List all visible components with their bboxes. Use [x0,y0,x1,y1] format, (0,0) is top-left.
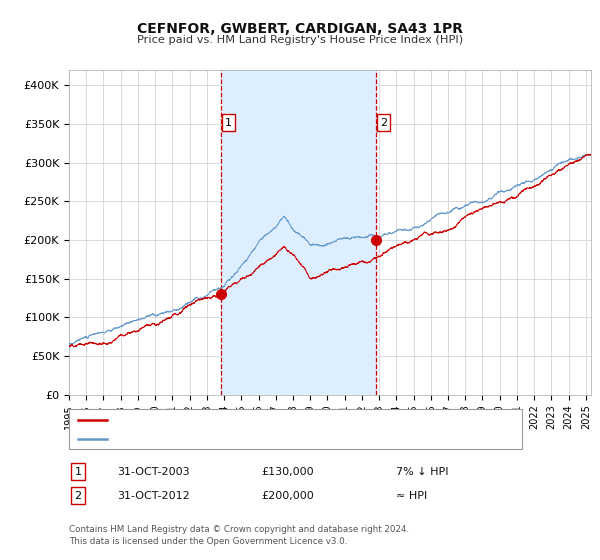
Text: HPI: Average price, detached house, Ceredigion: HPI: Average price, detached house, Cere… [113,434,362,444]
Text: CEFNFOR, GWBERT, CARDIGAN, SA43 1PR: CEFNFOR, GWBERT, CARDIGAN, SA43 1PR [137,22,463,36]
Text: 1: 1 [74,466,82,477]
Text: CEFNFOR, GWBERT, CARDIGAN, SA43 1PR (detached house): CEFNFOR, GWBERT, CARDIGAN, SA43 1PR (det… [113,415,427,425]
Text: This data is licensed under the Open Government Licence v3.0.: This data is licensed under the Open Gov… [69,537,347,546]
Text: 31-OCT-2003: 31-OCT-2003 [117,466,190,477]
Text: ≈ HPI: ≈ HPI [396,491,427,501]
Text: 2: 2 [74,491,82,501]
Text: 7% ↓ HPI: 7% ↓ HPI [396,466,449,477]
Bar [221,70,376,395]
Text: Price paid vs. HM Land Registry's House Price Index (HPI): Price paid vs. HM Land Registry's House … [137,35,463,45]
Text: £130,000: £130,000 [261,466,314,477]
Text: Contains HM Land Registry data © Crown copyright and database right 2024.: Contains HM Land Registry data © Crown c… [69,525,409,534]
Text: 31-OCT-2012: 31-OCT-2012 [117,491,190,501]
Text: 1: 1 [225,118,232,128]
Text: 2: 2 [380,118,387,128]
Text: £200,000: £200,000 [261,491,314,501]
